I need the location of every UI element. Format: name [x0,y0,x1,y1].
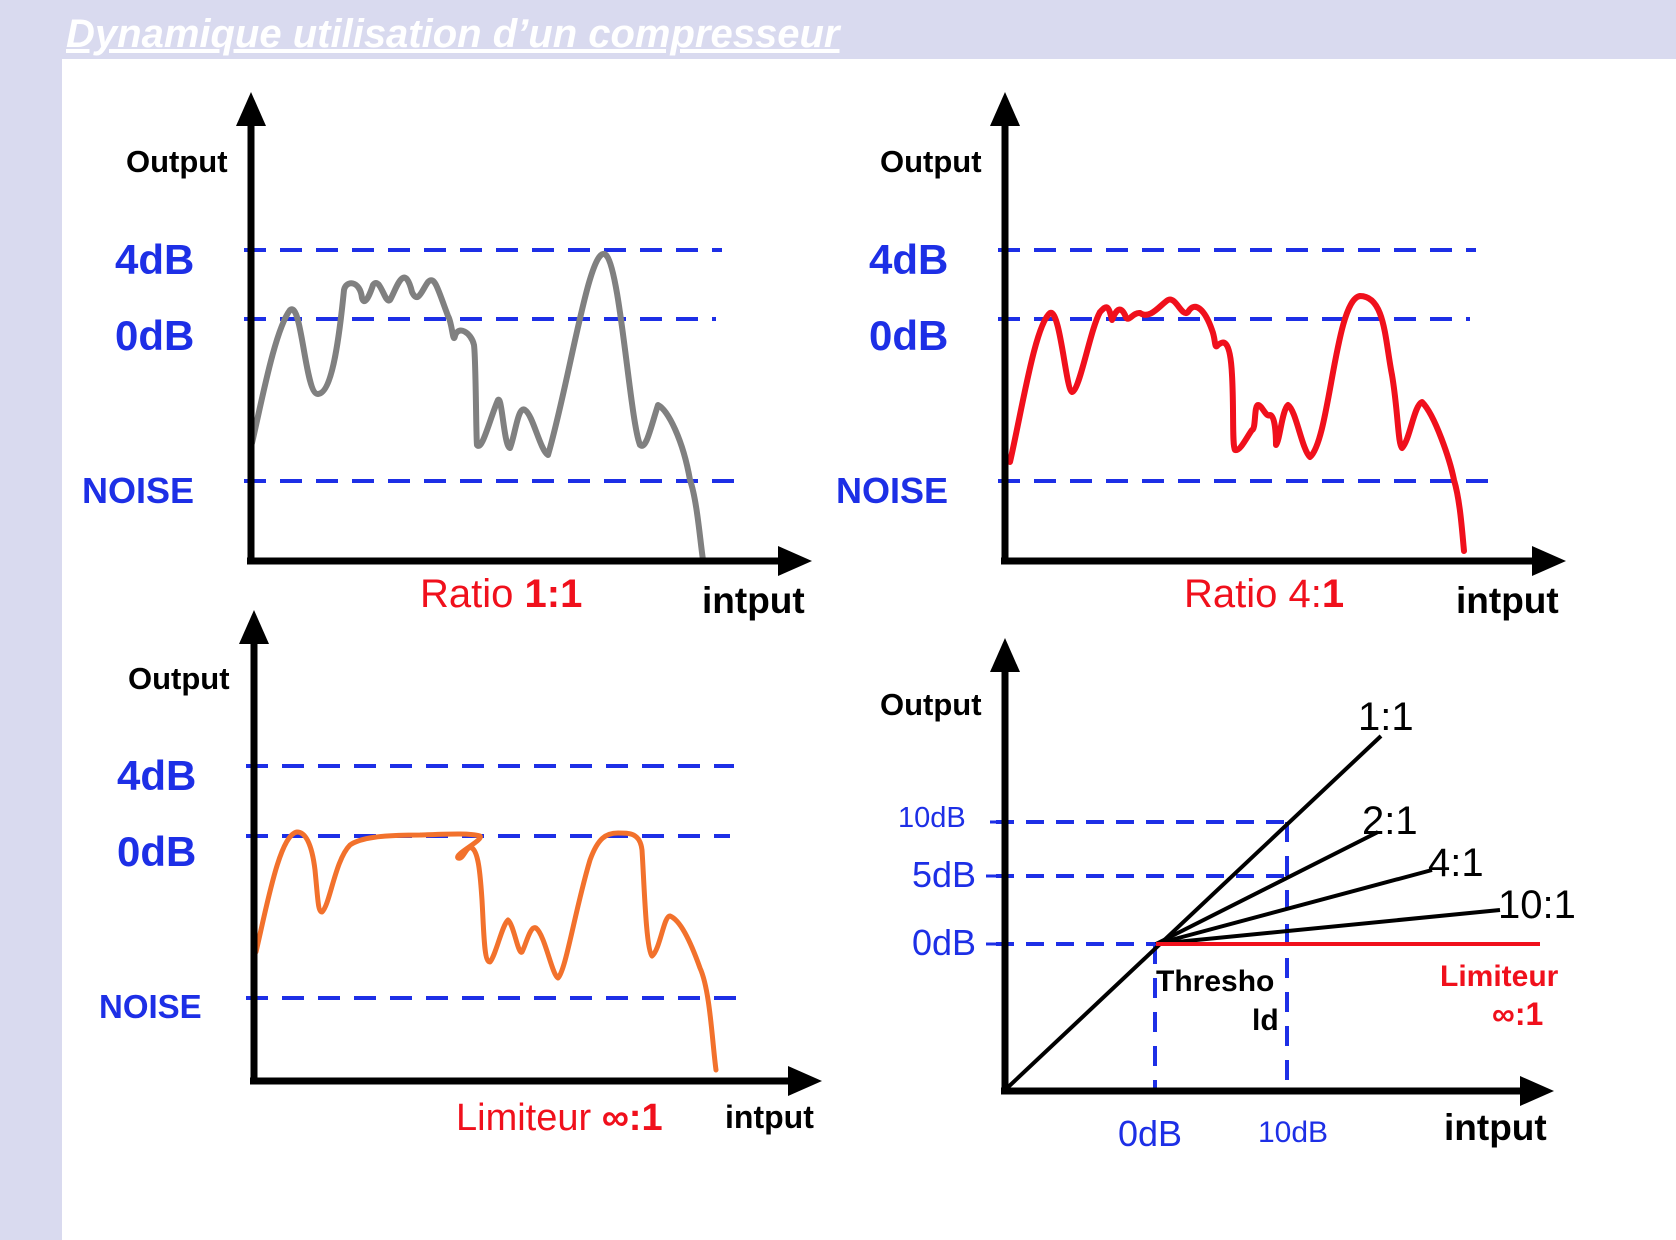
input-label: intput [702,580,805,621]
caption: Limiteur ∞:1 [456,1097,663,1139]
title-tab [62,0,880,61]
label-x-0db: 0dB [1118,1113,1182,1154]
label-4db: 4dB [869,236,948,283]
x-axis-arrow-icon [1520,1076,1554,1106]
caption-prefix: Ratio 4: [1184,572,1322,616]
line-10-1 [1155,908,1501,946]
caption-value: 1:1 [525,572,583,616]
caption: Ratio 4:1 [1184,572,1344,616]
limiter-label-line2: ∞:1 [1492,996,1543,1032]
ratio-label-2-1: 2:1 [1362,799,1418,843]
signal-curve [249,250,706,563]
panel-limiter: Output 4dB 0dB NOISE Limiteur ∞:1 intput [99,610,822,1139]
threshold-label-line2: ld [1252,1004,1279,1037]
output-label: Output [126,144,228,179]
panel-transfer: Output 10dB 5dB 0dB 0dB 10dB Thresho ld … [880,638,1576,1154]
label-y-5db: 5dB [912,854,976,895]
label-4db: 4dB [117,752,196,799]
caption-value: ∞:1 [602,1097,663,1139]
signal-curve [1007,293,1467,554]
y-axis-arrow-icon [236,92,266,126]
input-label: intput [1444,1107,1547,1148]
label-noise: NOISE [836,470,948,511]
panel-ratio-1-1: Output 4dB 0dB NOISE Ratio 1:1 intput [82,92,812,621]
label-y-0db: 0dB [912,922,976,963]
ratio-label-10-1: 10:1 [1498,883,1576,927]
label-0db: 0dB [115,312,194,359]
label-0db: 0dB [117,828,196,875]
label-x-10db: 10dB [1258,1116,1328,1149]
ratio-label-1-1: 1:1 [1358,695,1414,739]
caption-prefix: Ratio [420,572,525,616]
x-axis-arrow-icon [1532,546,1566,576]
line-4-1 [1155,868,1433,946]
label-0db: 0dB [869,312,948,359]
input-label: intput [1456,580,1559,621]
ratio-label-4-1: 4:1 [1428,841,1484,885]
panel-ratio-4-1: Output 4dB 0dB NOISE Ratio 4:1 intput [836,92,1566,621]
threshold-label-line1: Thresho [1156,965,1274,998]
caption-value: 1 [1322,572,1344,616]
y-axis-arrow-icon [239,610,269,644]
limiter-label-line1: Limiteur [1440,960,1559,993]
y-axis-arrow-icon [990,638,1020,672]
x-axis-arrow-icon [788,1066,822,1096]
output-label: Output [880,687,982,722]
caption-prefix: Limiteur [456,1097,602,1139]
output-label: Output [128,661,230,696]
label-noise: NOISE [99,988,202,1025]
y-axis-arrow-icon [990,92,1020,126]
left-decor-band [0,0,62,1240]
label-noise: NOISE [82,470,194,511]
line-1-1 [1003,734,1383,1092]
input-label: intput [725,1099,814,1135]
x-axis-arrow-icon [778,546,812,576]
signal-curve [253,829,719,1073]
output-label: Output [880,144,982,179]
caption: Ratio 1:1 [420,572,582,616]
label-y-10db: 10dB [898,802,966,834]
line-2-1 [1155,830,1379,946]
label-4db: 4dB [115,236,194,283]
page-title: Dynamique utilisation d’un compresseur [66,12,840,56]
